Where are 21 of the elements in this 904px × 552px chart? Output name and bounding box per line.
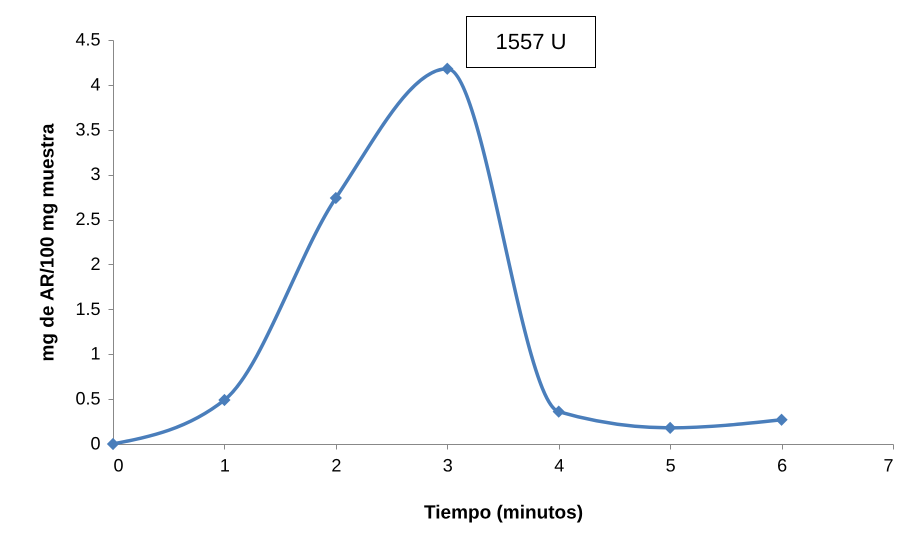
y-tick-label: 1 <box>90 344 100 364</box>
x-tick-label: 6 <box>777 456 788 476</box>
y-tick-label: 4 <box>90 74 100 94</box>
y-tick-label: 3 <box>90 164 100 184</box>
y-tick-label: 0 <box>90 434 100 454</box>
y-tick-label: 2.5 <box>75 209 100 230</box>
x-tick-label: 3 <box>442 456 453 476</box>
y-tick-label: 3.5 <box>75 119 100 140</box>
x-tick-label: 5 <box>666 456 676 476</box>
y-tick-label: 0.5 <box>75 388 100 409</box>
x-tick-label: 7 <box>883 456 894 476</box>
y-tick-label: 4.5 <box>75 30 100 50</box>
x-tick-label: 2 <box>331 456 342 476</box>
annotation: 1557 U <box>466 16 596 68</box>
x-tick-label: 4 <box>554 456 564 476</box>
y-tick-label: 2 <box>90 254 100 274</box>
y-axis-title: mg de AR/100 mg muestra <box>37 123 58 362</box>
x-axis-title: Tiempo (minutos) <box>424 502 584 524</box>
x-tick-label: 0 <box>114 456 124 476</box>
x-tick-label: 1 <box>220 456 230 476</box>
y-tick-label: 1.5 <box>75 298 100 319</box>
